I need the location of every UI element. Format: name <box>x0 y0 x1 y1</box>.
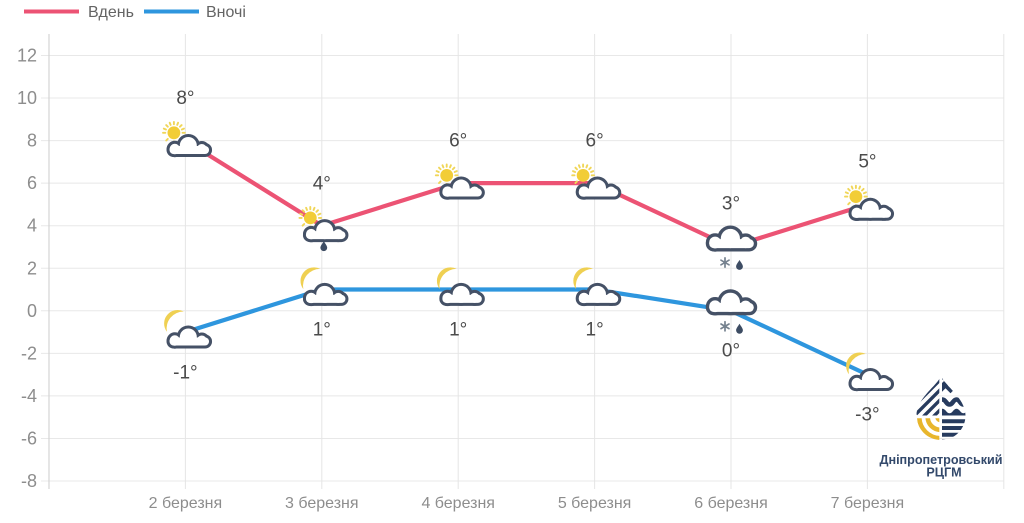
svg-text:0°: 0° <box>722 341 740 362</box>
svg-text:-3°: -3° <box>855 405 880 426</box>
svg-text:-1°: -1° <box>173 363 198 384</box>
svg-text:3°: 3° <box>722 194 740 215</box>
svg-text:5 березня: 5 березня <box>558 495 632 512</box>
svg-text:Дніпропетровський: Дніпропетровський <box>879 453 1002 467</box>
svg-text:4: 4 <box>27 216 37 236</box>
svg-text:7 березня: 7 березня <box>831 495 905 512</box>
svg-text:5°: 5° <box>858 152 876 173</box>
svg-text:10: 10 <box>17 88 37 108</box>
svg-text:0: 0 <box>27 301 37 321</box>
svg-text:4°: 4° <box>313 174 331 195</box>
svg-text:12: 12 <box>17 46 37 66</box>
svg-text:3 березня: 3 березня <box>285 495 359 512</box>
svg-text:8: 8 <box>27 131 37 151</box>
svg-text:РЦГМ: РЦГМ <box>926 466 961 480</box>
svg-text:2 березня: 2 березня <box>149 495 223 512</box>
svg-text:6: 6 <box>27 173 37 193</box>
svg-text:2: 2 <box>27 258 37 278</box>
svg-text:6 березня: 6 березня <box>694 495 768 512</box>
svg-text:4 березня: 4 березня <box>421 495 495 512</box>
svg-text:1°: 1° <box>449 320 467 341</box>
svg-text:8°: 8° <box>176 88 194 109</box>
svg-text:6°: 6° <box>449 131 467 152</box>
svg-text:6°: 6° <box>586 131 604 152</box>
svg-text:-4: -4 <box>21 386 37 406</box>
svg-text:-6: -6 <box>21 428 37 448</box>
svg-text:-8: -8 <box>21 471 37 491</box>
svg-text:1°: 1° <box>586 320 604 341</box>
svg-text:Вночі: Вночі <box>206 4 246 21</box>
svg-text:-2: -2 <box>21 343 37 363</box>
svg-text:1°: 1° <box>313 320 331 341</box>
svg-text:Вдень: Вдень <box>88 4 134 21</box>
